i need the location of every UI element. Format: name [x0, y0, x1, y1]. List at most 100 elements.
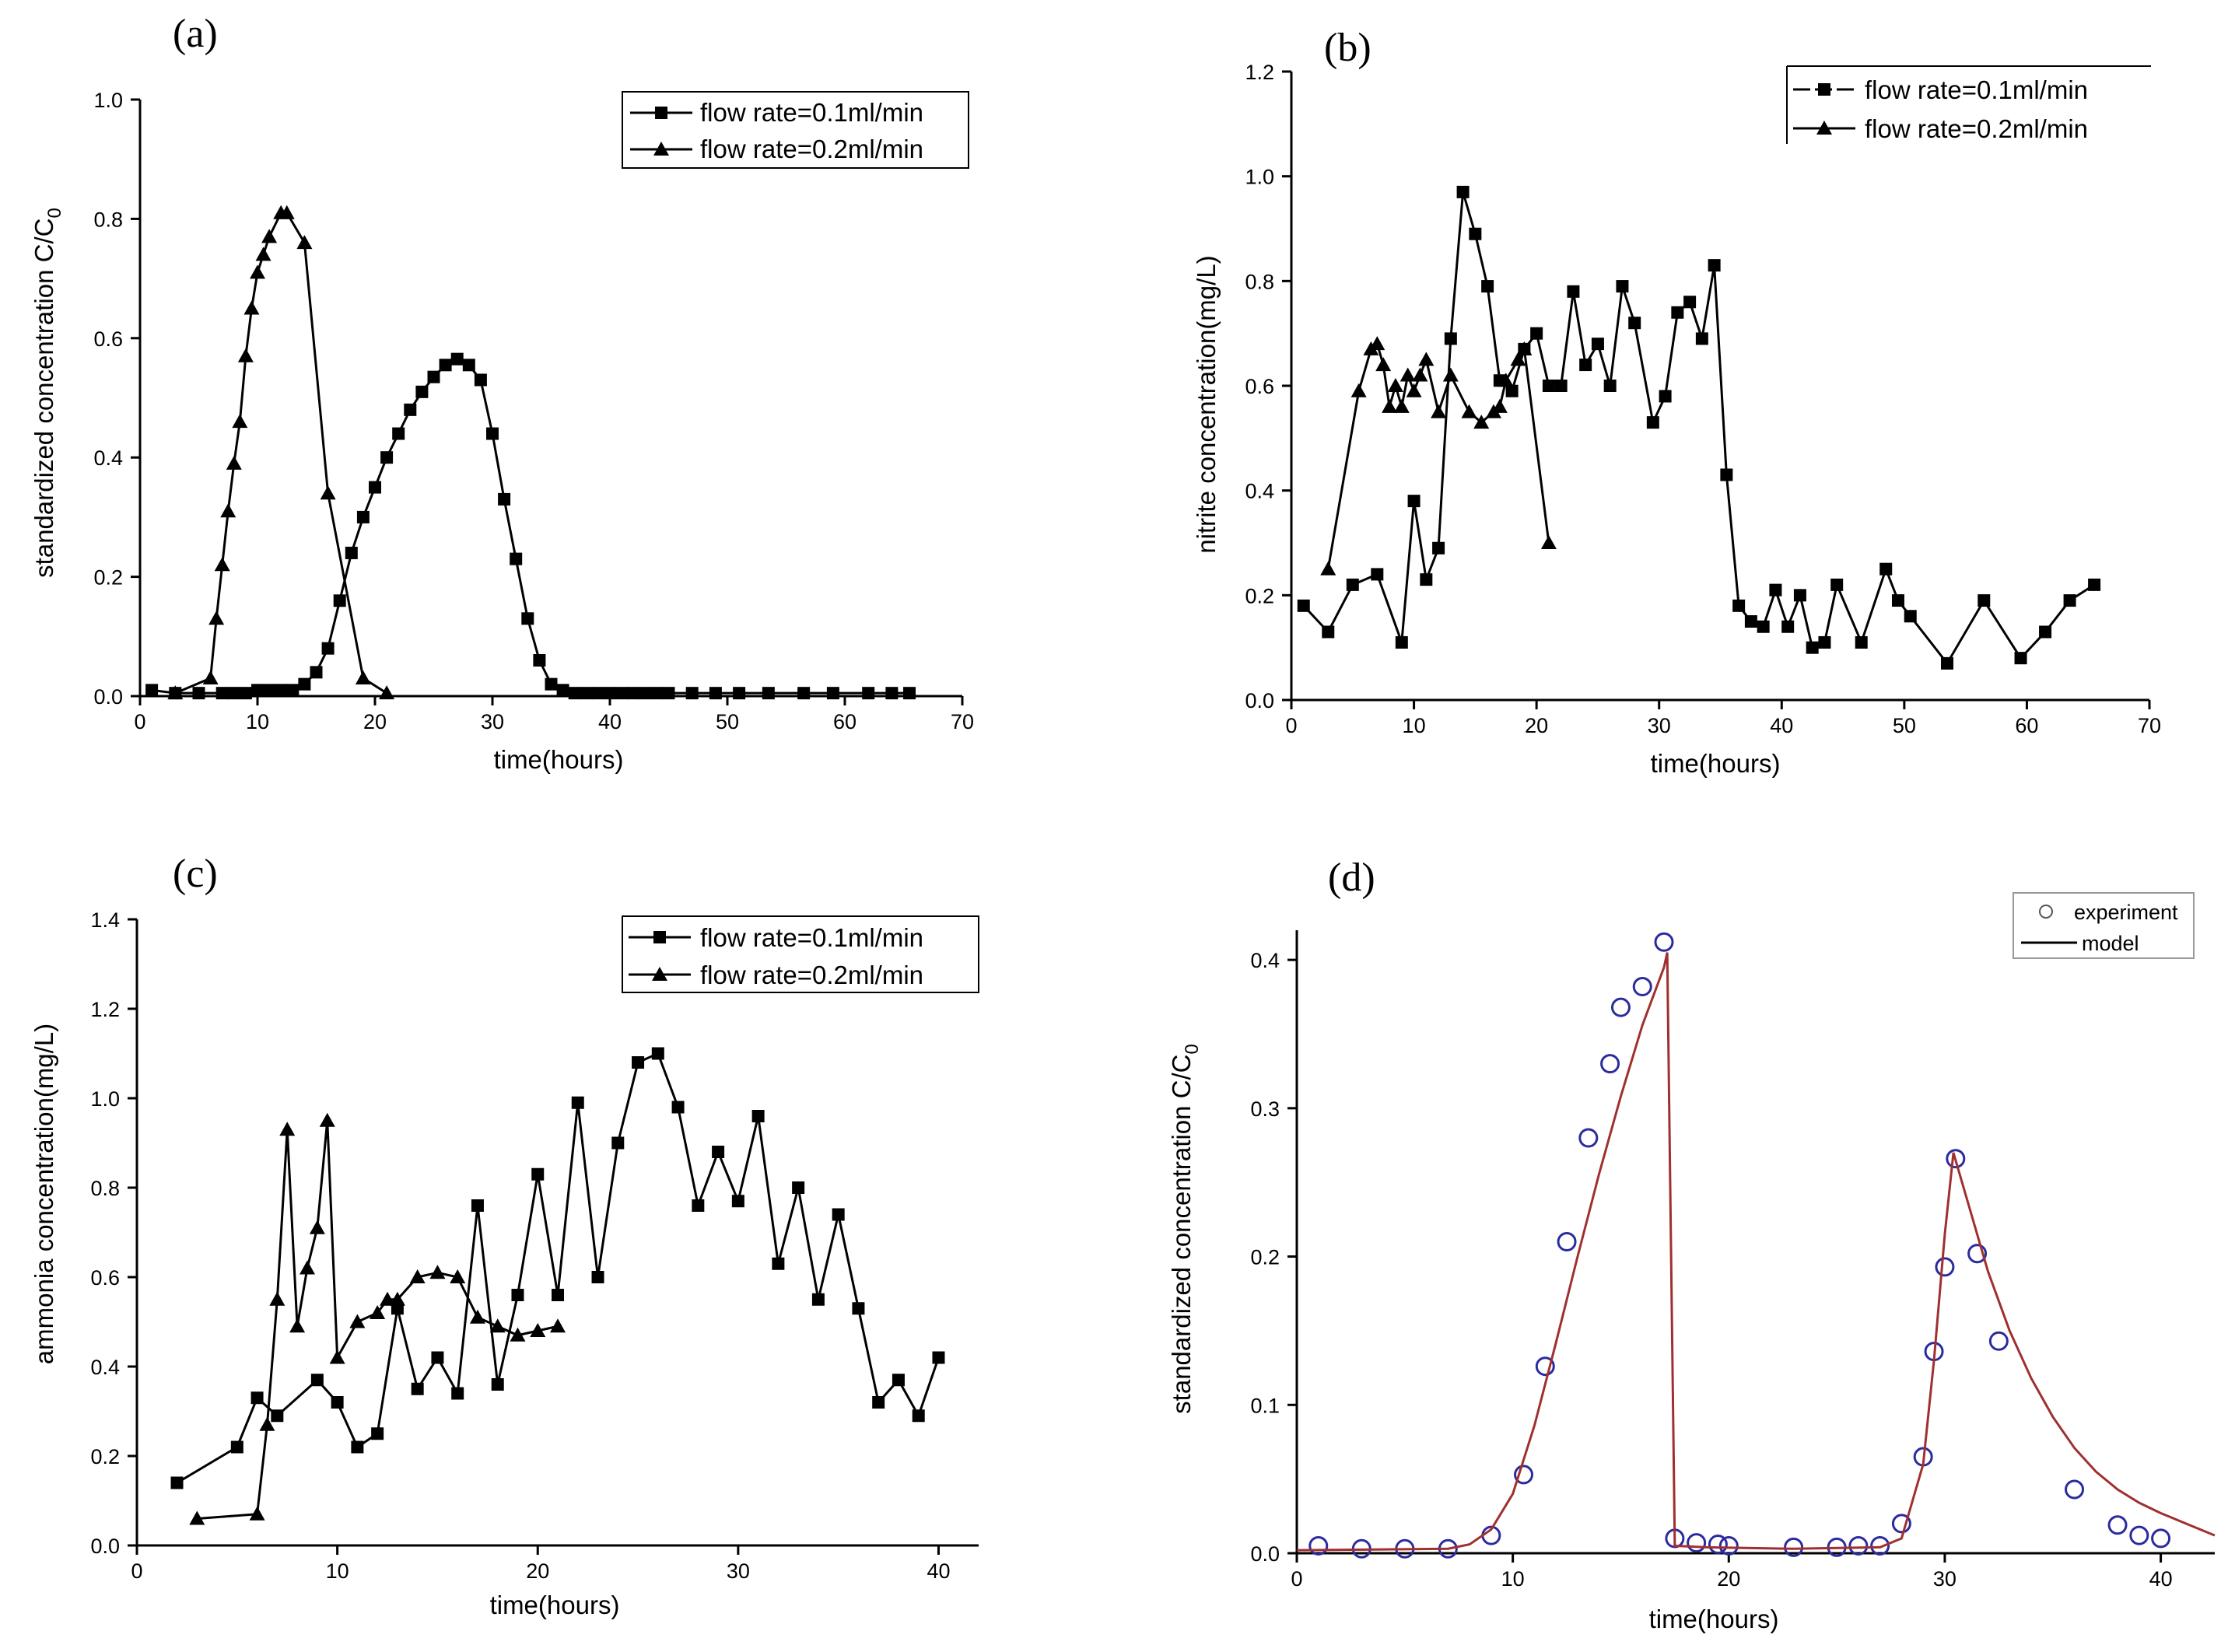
panel-label-d: (d) [1328, 856, 1375, 900]
data-point-a-square [533, 653, 546, 667]
data-point-a-triangle [379, 685, 395, 700]
y-tick-label-a: 0.6 [93, 327, 123, 351]
series-line-c-1 [197, 1120, 559, 1520]
data-point-d-experiment [1870, 1535, 1890, 1556]
data-point-a-square [639, 687, 652, 700]
data-point-a-triangle [255, 247, 271, 261]
data-point-a-triangle [278, 205, 295, 219]
data-point-a-square [568, 687, 581, 700]
legend-symbol-c-0 [653, 931, 666, 943]
data-point-a-square [709, 687, 722, 700]
data-point-a-square [415, 385, 429, 398]
data-point-b-triangle [1320, 561, 1336, 576]
x-tick-label-a: 60 [833, 710, 857, 733]
data-point-d-experiment [1708, 1535, 1728, 1555]
data-point-b-triangle [1382, 398, 1398, 413]
y-tick-label-c: 1.2 [90, 998, 120, 1021]
data-point-c-triangle [380, 1291, 396, 1306]
data-point-b-square [2063, 594, 2076, 607]
y-tick-label-b: 0.4 [1245, 480, 1274, 503]
data-point-a-triangle [243, 300, 260, 315]
data-point-c-square [872, 1396, 885, 1409]
data-point-c-triangle [309, 1220, 325, 1234]
chart-panel-a: (a) standardized concentration C/C0 time… [30, 12, 974, 774]
y-tick-label-a: 0.2 [93, 566, 123, 590]
x-tick-label-a: 20 [363, 710, 387, 733]
data-point-b-triangle [1516, 341, 1533, 355]
data-point-a-square [450, 352, 464, 366]
data-point-c-square [451, 1387, 464, 1400]
chart-panel-c: (c) ammonia concentration(mg/L) time(hou… [30, 852, 979, 1619]
legend-b: flow rate=0.1ml/min flow rate=0.2ml/min [1786, 65, 2151, 144]
data-point-a-triangle [220, 503, 236, 518]
data-point-b-triangle [1412, 367, 1428, 382]
data-point-c-square [811, 1293, 825, 1306]
legend-a: flow rate=0.1ml/min flow rate=0.2ml/min [622, 91, 969, 169]
data-point-c-triangle [530, 1323, 546, 1337]
panel-label-b: (b) [1324, 26, 1371, 70]
data-point-d-experiment [1632, 976, 1652, 996]
data-point-a-square [762, 687, 775, 700]
data-point-b-square [1720, 468, 1733, 481]
x-tick-label-d: 30 [1933, 1567, 1957, 1591]
data-point-b-square [1407, 495, 1421, 508]
data-point-c-triangle [510, 1327, 526, 1342]
data-point-a-square [192, 687, 205, 700]
data-point-d-experiment [2129, 1525, 2149, 1545]
data-point-c-square [832, 1208, 845, 1221]
x-axis-label-a: time(hours) [494, 745, 624, 774]
data-point-c-triangle [469, 1309, 485, 1324]
data-point-b-triangle [1498, 373, 1514, 387]
data-point-c-square [552, 1289, 564, 1301]
y-axis-label-c: ammonia concentration(mg/L) [30, 1024, 58, 1364]
y-tick-label-b: 0.0 [1245, 689, 1274, 712]
data-point-a-square [310, 666, 323, 679]
y-axis-label-d: standardized concentration C/C0 [1167, 1044, 1203, 1414]
data-point-a-square [439, 359, 452, 372]
x-tick-label-a: 40 [598, 710, 622, 733]
data-point-b-square [1941, 656, 1954, 670]
data-point-c-square [471, 1199, 484, 1212]
legend-marker-c-0 [653, 931, 666, 943]
data-point-a-square [369, 481, 381, 494]
data-point-a-square [627, 687, 640, 700]
data-point-a-square [486, 427, 499, 440]
data-point-b-square [1297, 599, 1310, 612]
legend-label-b-1: flow rate=0.2ml/min [1865, 114, 2088, 143]
data-point-b-triangle [1418, 352, 1435, 366]
data-point-b-square [1646, 416, 1659, 429]
data-point-c-square [310, 1374, 324, 1387]
svg-text:standardized concentration C/C: standardized concentration C/C0 [30, 208, 65, 578]
y-tick-label-d: 0.1 [1250, 1394, 1280, 1417]
y-tick-label-b: 0.8 [1245, 270, 1274, 293]
legend-symbol-a-1 [653, 142, 669, 156]
data-point-c-square [692, 1199, 705, 1212]
data-point-c-square [571, 1096, 584, 1109]
data-point-a-triangle [320, 485, 336, 500]
data-point-d-experiment [1578, 1128, 1599, 1148]
data-point-a-square [685, 687, 699, 700]
data-point-c-square [611, 1136, 625, 1150]
data-point-c-triangle [319, 1112, 335, 1127]
data-point-a-square [474, 373, 487, 387]
x-tick-label-b: 20 [1525, 714, 1548, 737]
data-point-a-triangle [214, 557, 230, 572]
data-point-b-square [1616, 280, 1629, 293]
y-tick-label-a: 0.0 [93, 685, 123, 709]
data-point-c-square [331, 1396, 344, 1409]
data-point-b-square [1708, 259, 1721, 272]
data-point-a-triangle [226, 455, 242, 470]
data-point-a-square [591, 687, 604, 700]
data-point-b-triangle [1406, 383, 1422, 397]
data-point-d-experiment [1654, 932, 1674, 952]
data-point-c-square [250, 1391, 264, 1405]
data-point-b-square [1879, 562, 1893, 576]
data-point-b-square [1659, 390, 1672, 403]
data-point-b-square [1432, 541, 1445, 555]
data-point-b-square [2014, 652, 2027, 665]
data-point-c-triangle [409, 1269, 426, 1283]
data-point-b-square [1346, 578, 1359, 591]
data-point-c-triangle [370, 1305, 386, 1319]
data-point-d-experiment [1718, 1535, 1739, 1556]
legend-symbol-c-1 [652, 967, 667, 981]
